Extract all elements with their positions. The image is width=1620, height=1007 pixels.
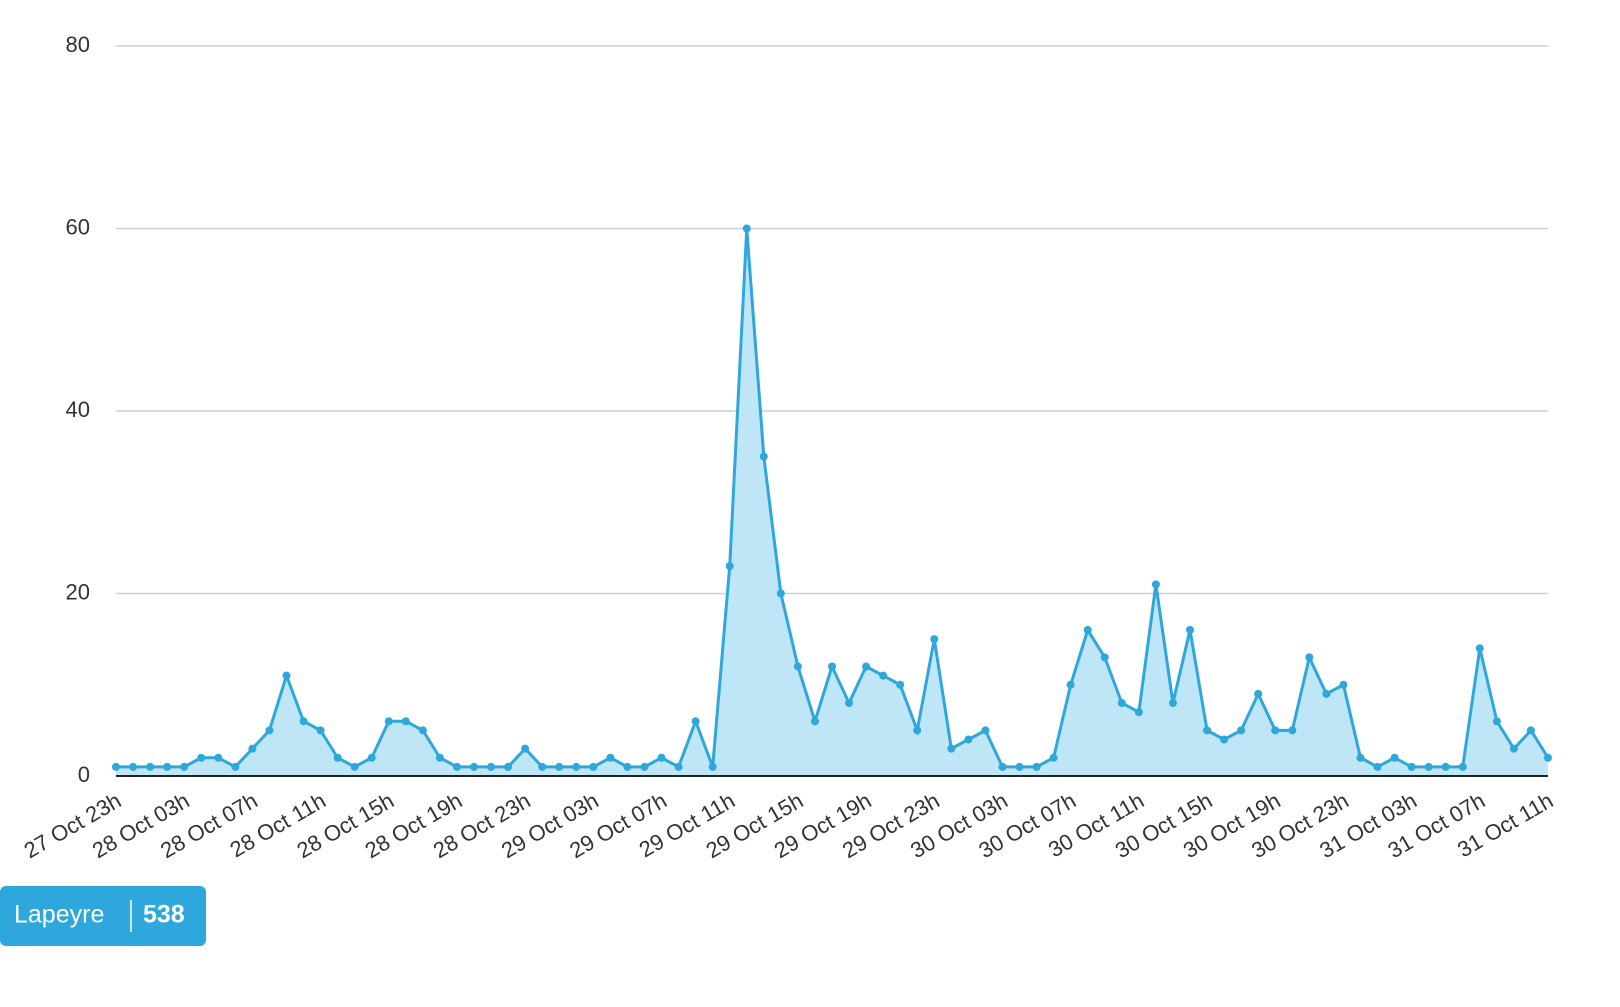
area (116, 228, 1548, 776)
point (862, 662, 871, 671)
point (1066, 680, 1075, 689)
point (845, 699, 854, 707)
y-tick-label: 0 (78, 762, 90, 787)
point (504, 762, 513, 771)
y-tick-label: 40 (66, 397, 90, 422)
point (1509, 744, 1518, 753)
y-tick-label: 80 (66, 32, 90, 57)
point (1151, 580, 1160, 589)
point (1424, 762, 1433, 771)
point (1526, 726, 1535, 735)
point (470, 762, 478, 771)
point (964, 735, 973, 744)
point (384, 717, 393, 726)
point (1168, 699, 1177, 707)
point (1492, 717, 1501, 726)
point (1390, 753, 1399, 762)
point (1407, 762, 1416, 771)
point (163, 762, 172, 771)
point (538, 762, 547, 771)
point (367, 753, 376, 762)
point (1203, 726, 1212, 735)
point (487, 762, 496, 771)
point (1373, 762, 1382, 771)
point (197, 753, 206, 762)
point (708, 762, 717, 771)
point (828, 662, 836, 671)
point (1100, 653, 1109, 662)
point (1339, 680, 1348, 689)
point (606, 753, 615, 762)
point (401, 717, 410, 726)
point (947, 744, 956, 753)
badge-bg (0, 886, 206, 946)
point (316, 726, 325, 735)
point (810, 717, 819, 726)
point (793, 662, 802, 671)
point (1356, 753, 1365, 762)
point (129, 762, 138, 771)
legend-name: Lapeyre (14, 901, 104, 929)
point (1271, 726, 1280, 735)
y-tick-label: 20 (66, 579, 90, 604)
point (1305, 653, 1314, 662)
point (930, 635, 939, 644)
point (1117, 699, 1126, 707)
point (742, 224, 751, 233)
point (913, 726, 922, 735)
point (674, 762, 683, 771)
point (214, 753, 223, 762)
point (350, 762, 359, 771)
point (1544, 753, 1552, 762)
point (623, 762, 632, 771)
point (282, 671, 291, 680)
point (879, 671, 888, 680)
point (1237, 726, 1246, 735)
legend-badge: Lapeyre 538 (0, 886, 206, 946)
point (776, 589, 785, 598)
point (896, 680, 905, 689)
point (1220, 735, 1229, 744)
point (231, 762, 240, 771)
point (146, 762, 155, 771)
point (1288, 726, 1297, 735)
point (452, 762, 461, 771)
point (1322, 689, 1331, 698)
point (435, 753, 444, 762)
point (640, 762, 649, 771)
point (759, 452, 768, 461)
point (1254, 689, 1263, 698)
point (1083, 626, 1092, 634)
point (725, 562, 734, 571)
point (1441, 762, 1450, 771)
point (299, 717, 308, 726)
point (248, 744, 257, 753)
point (521, 744, 530, 753)
point (1475, 644, 1484, 653)
point (265, 726, 274, 735)
point (1032, 762, 1041, 771)
point (1049, 753, 1058, 762)
point (555, 762, 564, 771)
point (333, 753, 342, 762)
point (998, 762, 1007, 771)
point (418, 726, 427, 735)
point (572, 762, 581, 771)
point (112, 762, 120, 771)
point (180, 762, 189, 771)
point (691, 717, 700, 726)
point (589, 762, 598, 771)
point (1134, 708, 1143, 717)
legend-total: 538 (143, 901, 185, 929)
y-tick-label: 60 (66, 214, 90, 239)
point (981, 726, 990, 735)
point (1458, 762, 1467, 771)
point (1015, 762, 1024, 771)
point (657, 753, 666, 762)
point (1186, 626, 1194, 634)
